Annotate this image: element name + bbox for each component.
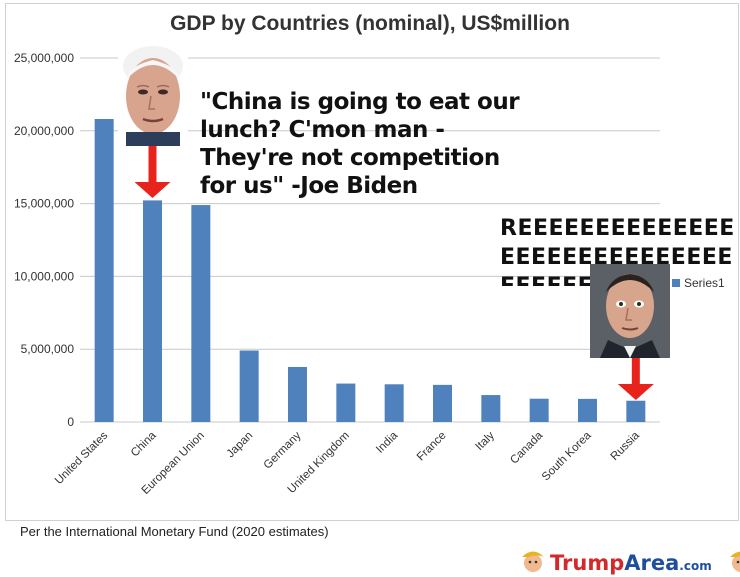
site-watermark: TrumpArea.com [520,548,740,577]
bar [626,400,646,422]
bar [336,383,356,422]
bar [143,200,162,422]
chart-title: GDP by Countries (nominal), US$million [170,12,570,35]
x-tick-label: Germany [262,429,304,471]
x-tick-label: South Korea [540,429,594,483]
schiff-photo [590,264,670,358]
source-note: Per the International Monetary Fund (202… [20,524,329,539]
bar [433,384,452,422]
x-tick-label: China [129,429,159,459]
x-tick-label: Italy [474,429,498,453]
x-tick-label: India [374,429,401,456]
bar [94,119,114,422]
red-arrow [617,358,654,400]
x-tick-label: United States [53,429,110,486]
y-tick-label: 5,000,000 [21,342,75,356]
bar [481,395,501,422]
biden-face-image [118,44,188,146]
y-tick-label: 25,000,000 [14,51,74,65]
legend: Series1 [672,276,725,290]
red-arrow [134,146,171,198]
x-tick-label: France [415,430,449,464]
y-tick-label: 10,000,000 [14,269,74,283]
legend-label: Series1 [684,276,725,290]
bar [384,384,404,422]
x-tick-label: Japan [225,430,256,461]
bar [578,398,597,422]
meme-quote: "China is going to eat our lunch? C'mon … [200,89,520,199]
bar [529,398,549,422]
x-tick-label: Russia [609,429,643,463]
bar [288,366,307,422]
bar [191,205,211,422]
schiff-face-image [590,264,670,358]
trump-head-icon [728,548,740,577]
y-tick-label: 15,000,000 [14,197,74,211]
y-tick-label: 20,000,000 [14,124,74,138]
watermark-text: TrumpArea.com [550,550,712,575]
y-tick-label: 0 [67,415,74,429]
bar [239,350,259,422]
biden-photo [118,44,188,146]
x-tick-label: Canada [508,429,545,466]
trump-head-icon [520,548,546,577]
legend-swatch [672,279,680,287]
